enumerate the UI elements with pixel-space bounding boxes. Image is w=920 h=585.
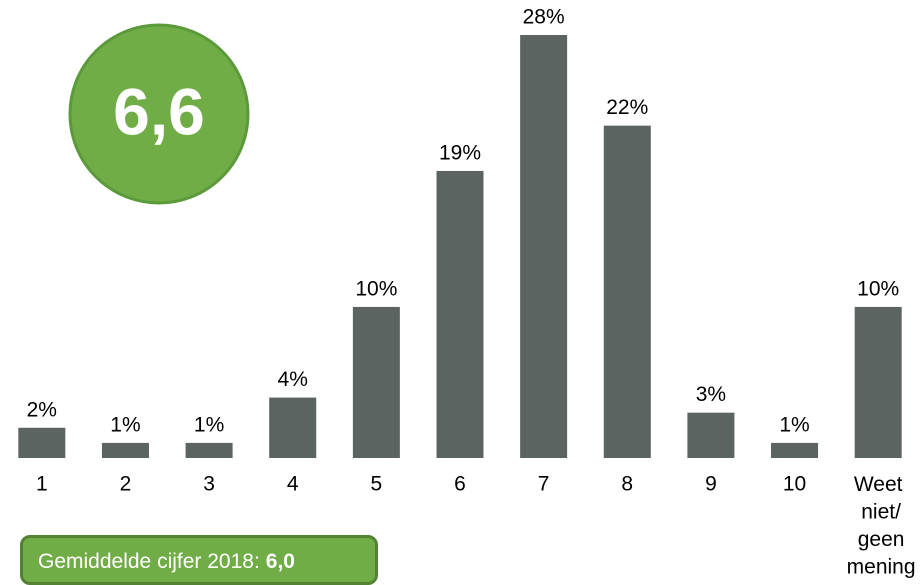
value-label: 2% bbox=[27, 398, 57, 421]
average-label: Gemiddelde cijfer 2018: bbox=[38, 550, 260, 573]
bar bbox=[101, 442, 149, 458]
bar bbox=[520, 35, 568, 458]
average-box: Gemiddelde cijfer 2018: 6,0 bbox=[20, 535, 378, 585]
value-label: 1% bbox=[194, 413, 224, 436]
x-tick-label: 6 bbox=[454, 473, 466, 496]
score: 6,6 bbox=[113, 74, 205, 148]
bar bbox=[854, 306, 902, 458]
bar bbox=[603, 125, 651, 459]
value-label: 3% bbox=[696, 383, 726, 406]
x-tick-label: 8 bbox=[621, 473, 633, 496]
x-tick-label: 3 bbox=[203, 473, 215, 496]
bar bbox=[18, 427, 66, 458]
bar bbox=[436, 170, 484, 458]
value-label: 4% bbox=[278, 368, 308, 391]
x-tick-label: 5 bbox=[371, 473, 383, 496]
x-tick-label: 1 bbox=[36, 473, 48, 496]
value-label: 19% bbox=[439, 142, 481, 165]
bar bbox=[771, 442, 819, 458]
score-badge bbox=[68, 23, 250, 205]
x-tick-label: 10 bbox=[783, 473, 806, 496]
value-label: 28% bbox=[523, 6, 565, 29]
bar bbox=[185, 442, 233, 458]
value-label: 10% bbox=[857, 277, 899, 300]
bar bbox=[687, 412, 735, 458]
average-value: 6,0 bbox=[265, 550, 295, 573]
value-label: 10% bbox=[355, 277, 397, 300]
value-label: 1% bbox=[110, 413, 140, 436]
x-tick-label: 7 bbox=[538, 473, 550, 496]
x-tick-label: Weet niet/ geen mening bbox=[841, 473, 916, 579]
bar bbox=[352, 306, 400, 458]
x-tick-label: 4 bbox=[287, 473, 299, 496]
bar bbox=[269, 397, 317, 458]
value-label: 22% bbox=[606, 96, 648, 119]
x-tick-label: 2 bbox=[120, 473, 132, 496]
x-tick-label: 9 bbox=[705, 473, 717, 496]
value-label: 1% bbox=[779, 413, 809, 436]
